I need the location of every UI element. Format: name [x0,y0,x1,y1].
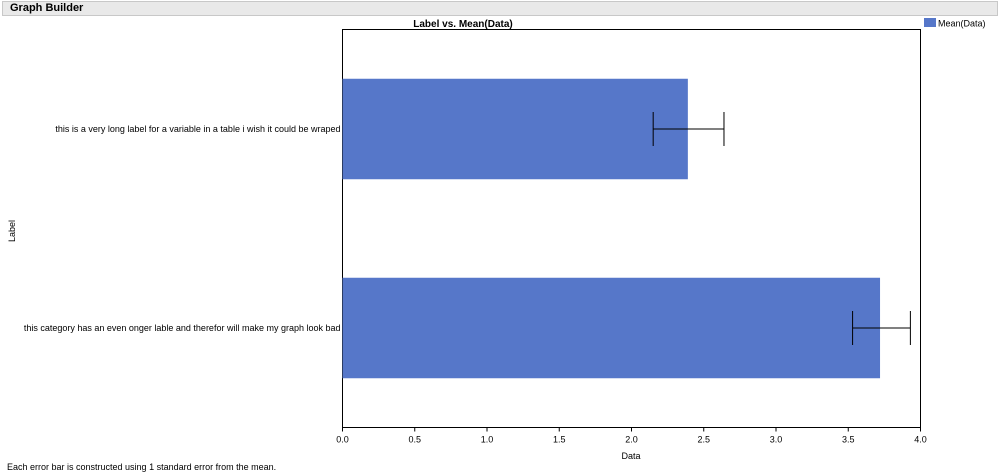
bar-0 [342,78,688,180]
bars-layer [342,78,911,379]
x-tick-label-4: 2.0 [625,435,638,445]
x-tick-label-1: 0.5 [408,435,421,445]
error-bar-1 [852,311,911,345]
legend-swatch [924,18,936,27]
x-tick-label-2: 1.0 [481,435,494,445]
category-label-1: this category has an even onger lable an… [24,323,341,333]
chart-title: Label vs. Mean(Data) [413,19,512,30]
y-axis-label: Label [7,220,17,242]
footnote: Each error bar is constructed using 1 st… [7,462,277,472]
x-tick-label-0: 0.0 [336,435,349,445]
window-title: Graph Builder [10,2,84,14]
error-bar-0 [652,112,725,146]
bar-1 [342,277,881,379]
legend-label: Mean(Data) [938,19,986,29]
x-tick-label-5: 2.5 [697,435,710,445]
x-tick-label-8: 4.0 [914,435,927,445]
x-axis-ticks: 0.0 0.5 1.0 1.5 2.0 2.5 3.0 3.5 4.0 [336,427,927,445]
category-labels: this is a very long label for a variable… [24,124,341,333]
x-tick-label-7: 3.5 [842,435,855,445]
x-axis-label: Data [621,451,640,461]
x-tick-label-6: 3.0 [770,435,783,445]
x-tick-label-3: 1.5 [553,435,566,445]
category-label-0: this is a very long label for a variable… [55,124,340,134]
graph-builder-header: Graph Builder [2,1,998,16]
